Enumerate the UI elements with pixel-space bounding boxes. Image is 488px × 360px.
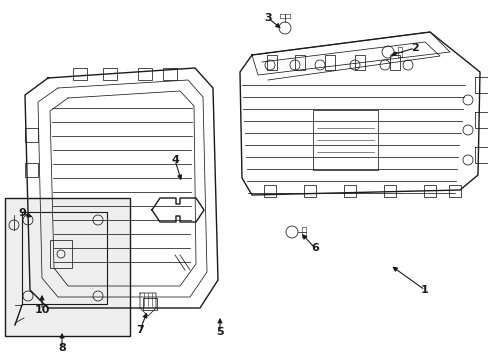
Text: 6: 6 xyxy=(310,243,318,253)
Bar xyxy=(25,203,38,217)
Bar xyxy=(294,55,305,70)
Bar xyxy=(73,298,87,310)
Bar xyxy=(343,185,355,197)
Text: 3: 3 xyxy=(264,13,271,23)
Bar xyxy=(383,185,395,197)
Bar xyxy=(22,212,107,304)
Bar xyxy=(25,128,38,142)
Bar xyxy=(354,55,364,70)
Bar xyxy=(103,68,117,80)
Bar xyxy=(304,185,315,197)
Bar xyxy=(312,110,377,170)
Text: 1: 1 xyxy=(420,285,428,295)
Bar xyxy=(108,298,122,310)
Bar xyxy=(163,68,177,80)
Bar xyxy=(325,55,334,70)
Text: 7: 7 xyxy=(136,325,143,335)
Text: 10: 10 xyxy=(34,305,50,315)
Bar xyxy=(423,185,435,197)
Bar xyxy=(25,241,38,255)
Bar xyxy=(264,185,275,197)
Bar xyxy=(50,240,72,268)
Bar xyxy=(25,163,38,177)
Bar xyxy=(142,298,157,310)
Text: 2: 2 xyxy=(410,43,418,53)
Text: 5: 5 xyxy=(216,327,224,337)
Text: 9: 9 xyxy=(18,208,26,218)
Text: 4: 4 xyxy=(171,155,179,165)
Bar xyxy=(266,55,276,70)
Text: 8: 8 xyxy=(58,343,66,353)
Bar xyxy=(73,68,87,80)
Bar xyxy=(448,185,460,197)
Bar xyxy=(389,55,399,70)
Bar xyxy=(138,68,152,80)
Bar xyxy=(5,198,130,336)
